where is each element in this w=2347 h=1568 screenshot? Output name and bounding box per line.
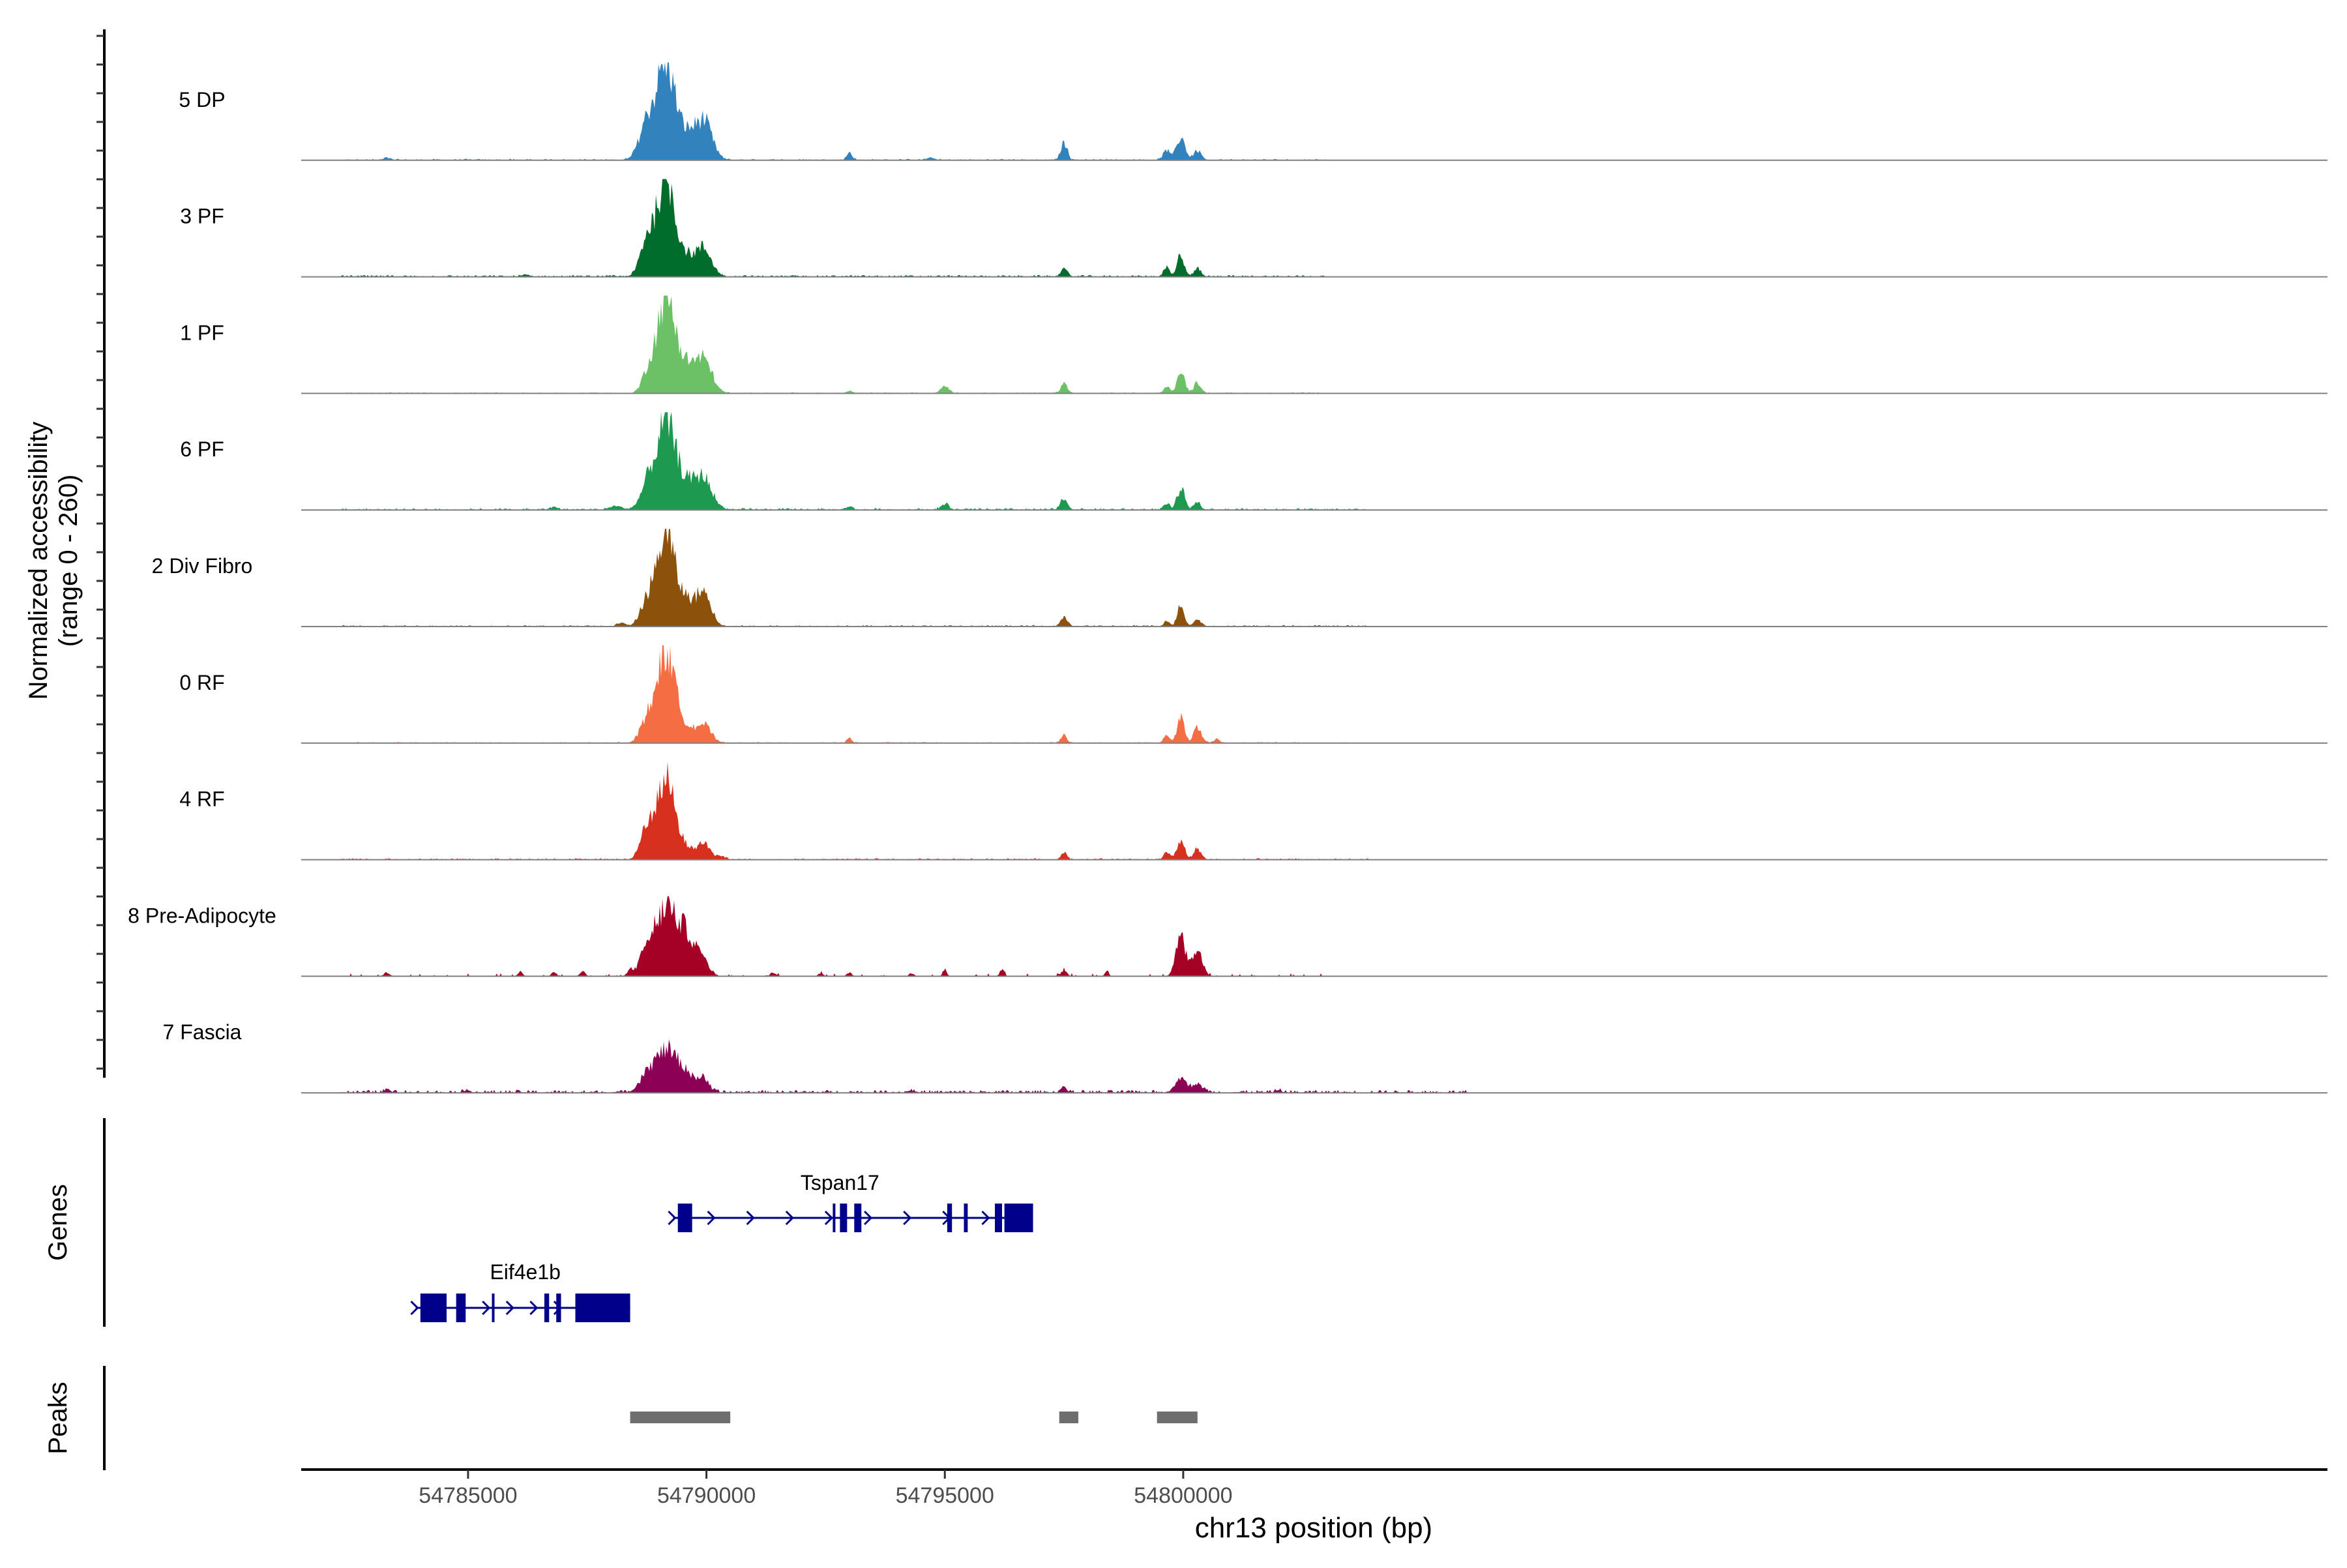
coverage-area (301, 179, 2327, 277)
strand-arrow (746, 1210, 755, 1226)
exon (964, 1204, 968, 1232)
track-label: 2 Div Fibro (152, 554, 253, 578)
peak-regions (103, 1366, 1198, 1470)
coverage-area (301, 62, 2327, 160)
exon (492, 1294, 495, 1322)
y-axis-title-line2: (range 0 - 260) (54, 475, 83, 647)
coverage-area (301, 896, 2327, 977)
gene-name: Eif4e1b (490, 1260, 561, 1284)
strand-arrow (707, 1210, 716, 1226)
gene-annotations: Tspan17 Eif4e1b (103, 1118, 1033, 1327)
track-5-dp: 5 DP (179, 62, 2327, 161)
x-tick-label: 54785000 (419, 1483, 517, 1508)
strand-arrow (668, 1210, 677, 1226)
track-label: 7 Fascia (163, 1020, 242, 1044)
strand-arrow (410, 1300, 419, 1316)
peak-region (1059, 1412, 1079, 1423)
x-tick-label: 54795000 (896, 1483, 994, 1508)
track-label: 3 PF (180, 205, 224, 228)
track-label: 0 RF (179, 671, 224, 694)
strand-arrow (824, 1210, 834, 1226)
exon (840, 1204, 848, 1232)
x-axis: 54785000 54790000 54795000 54800000 (301, 1468, 2327, 1508)
strand-arrow (981, 1210, 990, 1226)
genes-track-label: Genes (44, 1184, 72, 1261)
x-tick-label: 54790000 (657, 1483, 756, 1508)
coverage-area (301, 762, 2327, 860)
exon (833, 1204, 836, 1232)
strand-arrow (863, 1210, 873, 1226)
exon (556, 1294, 561, 1322)
y-axis-title-line1: Normalized accessibility (24, 422, 53, 700)
strand-arrow (505, 1300, 514, 1316)
track-label: 8 Pre-Adipocyte (128, 904, 276, 927)
peak-region (630, 1412, 731, 1423)
strand-arrow (482, 1300, 491, 1316)
peak-region (1157, 1412, 1198, 1423)
coverage-area (301, 295, 2327, 394)
coverage-area (301, 645, 2327, 743)
coverage-tracks: 5 DP 3 PF 1 PF 6 PF 2 Div Fibro 0 RF 4 RF 8 Pre… (96, 29, 2327, 1094)
exon (947, 1204, 952, 1232)
x-tick-label: 54800000 (1134, 1483, 1232, 1508)
track-2-div-fibro: 2 Div Fibro (152, 529, 2327, 627)
track-1-pf: 1 PF (180, 295, 2327, 394)
y-axis-title: Normalized accessibility (range 0 - 260) (24, 422, 83, 700)
strand-arrow (785, 1210, 794, 1226)
track-6-pf: 6 PF (180, 412, 2327, 511)
exon (854, 1204, 862, 1232)
exon (456, 1294, 466, 1322)
exon (995, 1204, 1003, 1232)
exon (677, 1204, 692, 1232)
x-axis-title: chr13 position (bp) (1195, 1512, 1432, 1544)
coverage-area (301, 529, 2327, 627)
track-label: 6 PF (180, 437, 224, 461)
track-label: 5 DP (179, 88, 225, 111)
gene-eif4e1b: Eif4e1b (410, 1260, 630, 1322)
track-label: 1 PF (180, 321, 224, 344)
track-4-rf: 4 RF (179, 762, 2327, 861)
exon (544, 1294, 550, 1322)
track-7-fascia: 7 Fascia (163, 1020, 2327, 1094)
track-8-pre-adipocyte: 8 Pre-Adipocyte (128, 896, 2327, 977)
coverage-area (301, 1039, 2327, 1093)
strand-arrow (529, 1300, 539, 1316)
peaks-track-label: Peaks (44, 1382, 72, 1454)
gene-tspan17: Tspan17 (668, 1171, 1033, 1232)
exon (420, 1294, 447, 1322)
track-0-rf: 0 RF (179, 645, 2327, 744)
exon (1004, 1204, 1033, 1232)
gene-name: Tspan17 (801, 1171, 879, 1194)
exon (575, 1294, 630, 1322)
track-3-pf: 3 PF (180, 179, 2327, 278)
strand-arrow (903, 1210, 912, 1226)
coverage-area (301, 412, 2327, 510)
track-label: 4 RF (179, 788, 224, 811)
